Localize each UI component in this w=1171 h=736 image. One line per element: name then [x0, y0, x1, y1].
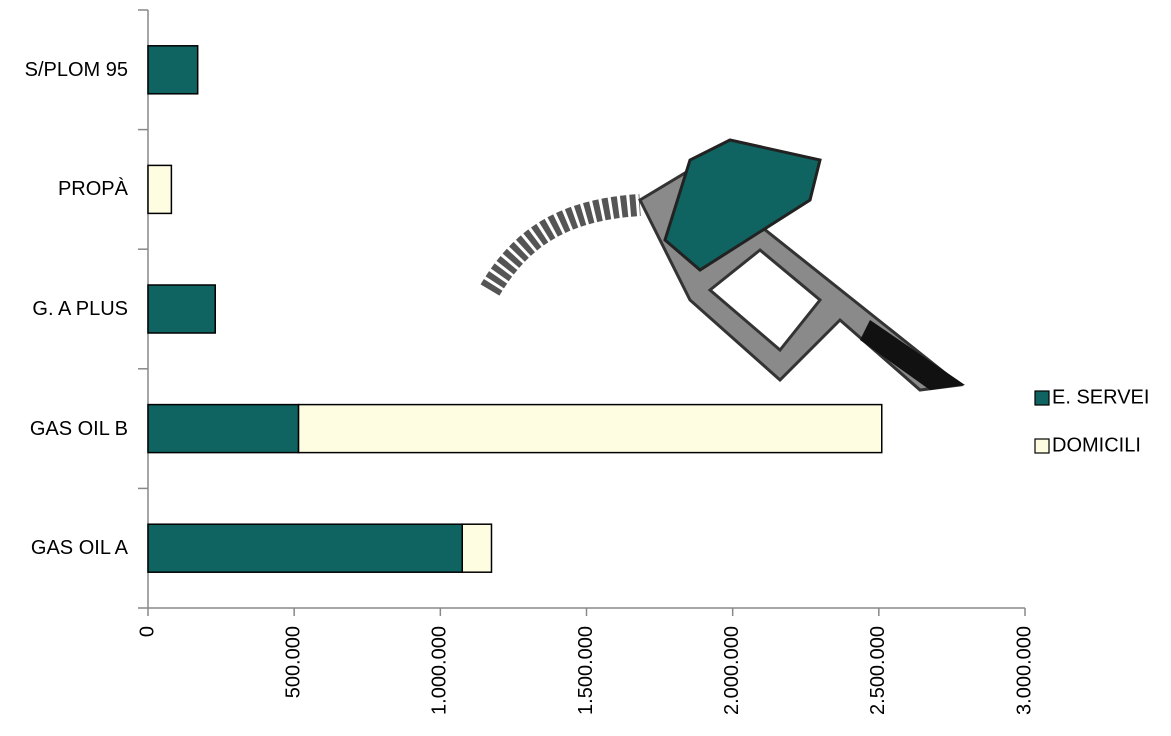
x-tick-label: 0 — [136, 626, 158, 637]
y-tick-label-box: PROPÀ — [57, 178, 128, 201]
y-tick-label: PROPÀ — [57, 178, 128, 201]
hose — [480, 194, 641, 296]
legend-swatch — [1034, 438, 1050, 454]
y-tick-label-box: GAS OIL B — [29, 417, 128, 440]
bar-segment — [461, 523, 493, 573]
y-tick-label: G. A PLUS — [32, 298, 128, 320]
y-tick-label: S/PLOM 95 — [24, 58, 128, 81]
bar-segment — [147, 164, 173, 215]
y-tick-label-box: G. A PLUS — [32, 298, 128, 320]
handle-hole — [707, 248, 823, 353]
spout — [860, 320, 965, 390]
bar-segment — [297, 403, 883, 454]
bar-segment — [147, 45, 199, 95]
x-tick-label: 3.000.000 — [1013, 626, 1035, 715]
x-tick-label: 1.000.000 — [429, 626, 451, 715]
legend-swatch — [1034, 390, 1050, 406]
bar-segment — [147, 403, 300, 454]
x-tick-label: 2.000.000 — [721, 626, 743, 715]
pump-illustration — [480, 138, 965, 392]
x-tick-label: 2.500.000 — [867, 626, 889, 715]
bar-segment — [147, 523, 464, 573]
y-tick-label: GAS OIL B — [29, 417, 128, 440]
y-tick-label: GAS OIL A — [30, 537, 128, 560]
y-tick-label-box: GAS OIL A — [30, 537, 128, 560]
legend-label: E. SERVEI — [1052, 386, 1149, 408]
nozzle-cap — [663, 138, 822, 272]
legend-label: DOMICILI — [1052, 434, 1141, 456]
x-tick-label: 500.000 — [282, 626, 304, 698]
bar-segment — [147, 284, 216, 334]
x-tick-label: 1.500.000 — [575, 626, 597, 715]
y-tick-label-box: S/PLOM 95 — [24, 58, 128, 81]
